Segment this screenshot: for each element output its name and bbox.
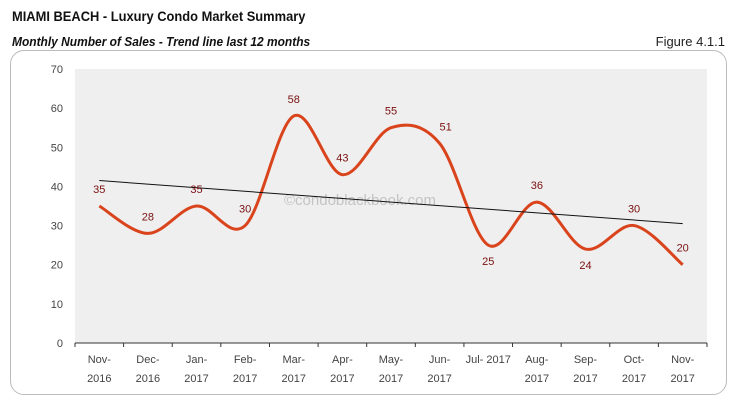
x-tick-label: 2017 [573,373,597,385]
data-label: 36 [531,180,543,192]
x-tick-label: Jun- [429,354,451,366]
y-tick-label: 70 [51,64,63,76]
chart-subtitle: Monthly Number of Sales - Trend line las… [12,34,311,49]
data-label: 20 [677,243,689,255]
x-tick-label: Dec- [136,354,160,366]
x-tick-label: Jan- [186,354,208,366]
chart-frame [10,50,727,395]
data-label: 51 [439,121,451,133]
x-tick-label: Apr- [332,354,353,366]
x-tick-label: 2017 [233,373,257,385]
x-tick-label: Nov- [88,354,112,366]
x-tick-label: 2016 [136,373,160,385]
x-tick-label: Jul- 2017 [466,354,511,366]
data-label: 25 [482,256,494,268]
x-tick-label: Oct- [624,354,645,366]
x-tick-label: 2017 [427,373,451,385]
x-tick-label: Aug- [525,354,549,366]
x-tick-label: Sep- [574,354,598,366]
x-tick-label: Feb- [234,354,257,366]
y-tick-label: 30 [51,221,63,233]
data-label: 43 [336,153,348,165]
x-tick-label: 2017 [330,373,354,385]
y-tick-label: 60 [51,103,63,115]
y-tick-label: 10 [51,299,63,311]
x-tick-label: 2017 [282,373,306,385]
x-tick-label: May- [379,354,404,366]
y-tick-label: 50 [51,142,63,154]
figure-number: Figure 4.1.1 [655,34,725,49]
x-tick-label: 2017 [184,373,208,385]
x-tick-label: 2017 [379,373,403,385]
data-label: 55 [385,106,397,118]
watermark: ©condoblackbook.com [284,192,436,209]
x-tick-label: 2017 [670,373,694,385]
data-label: 35 [190,184,202,196]
data-label: 30 [628,204,640,216]
y-tick-label: 0 [57,338,63,350]
sales-line [98,113,684,266]
data-label: 24 [579,260,591,272]
x-tick-label: 2016 [87,373,111,385]
y-tick-label: 40 [51,181,63,193]
trend-line [99,180,683,225]
plot-area [75,69,707,343]
data-label: 30 [239,204,251,216]
x-tick-label: Nov- [671,354,695,366]
x-tick-label: 2017 [622,373,646,385]
x-tick-label: Mar- [282,354,305,366]
y-tick-label: 20 [51,260,63,272]
data-label: 35 [93,184,105,196]
x-tick-label: 2017 [525,373,549,385]
page-title: MIAMI BEACH - Luxury Condo Market Summar… [12,8,306,24]
data-label: 58 [288,94,300,106]
data-label: 28 [142,211,154,223]
